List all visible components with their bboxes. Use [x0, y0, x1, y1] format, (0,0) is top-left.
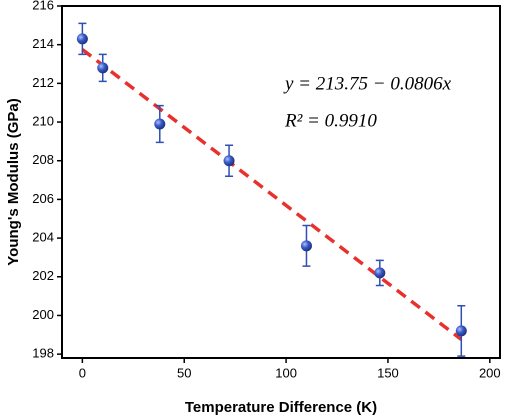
y-tick-label: 202	[32, 268, 54, 283]
y-tick-label: 200	[32, 307, 54, 322]
data-point	[76, 33, 88, 45]
y-tick-label: 198	[32, 346, 54, 361]
y-tick-label: 212	[32, 75, 54, 90]
fit-equation: y = 213.75 − 0.0806x	[283, 73, 452, 94]
data-point	[455, 325, 467, 337]
fit-line	[81, 48, 463, 341]
y-tick-label: 210	[32, 113, 54, 128]
x-tick-label: 100	[275, 365, 297, 380]
x-tick-label: 0	[79, 365, 86, 380]
y-axis-label: Young's Modulus (GPa)	[5, 98, 22, 265]
y-tick-label: 208	[32, 152, 54, 167]
y-tick-label: 214	[32, 36, 54, 51]
data-point	[374, 267, 386, 279]
y-tick-label: 216	[32, 0, 54, 12]
data-point	[300, 240, 312, 252]
data-point	[154, 118, 166, 130]
data-point	[223, 155, 235, 167]
x-tick-label: 150	[377, 365, 399, 380]
x-axis-label: Temperature Difference (K)	[185, 399, 377, 416]
plot-frame	[61, 5, 501, 359]
r-squared: R² = 0.9910	[284, 110, 377, 131]
y-tick-label: 204	[32, 230, 54, 245]
x-tick-label: 50	[177, 365, 191, 380]
x-tick-label: 200	[479, 365, 501, 380]
data-point	[97, 62, 109, 74]
y-tick-label: 206	[32, 191, 54, 206]
